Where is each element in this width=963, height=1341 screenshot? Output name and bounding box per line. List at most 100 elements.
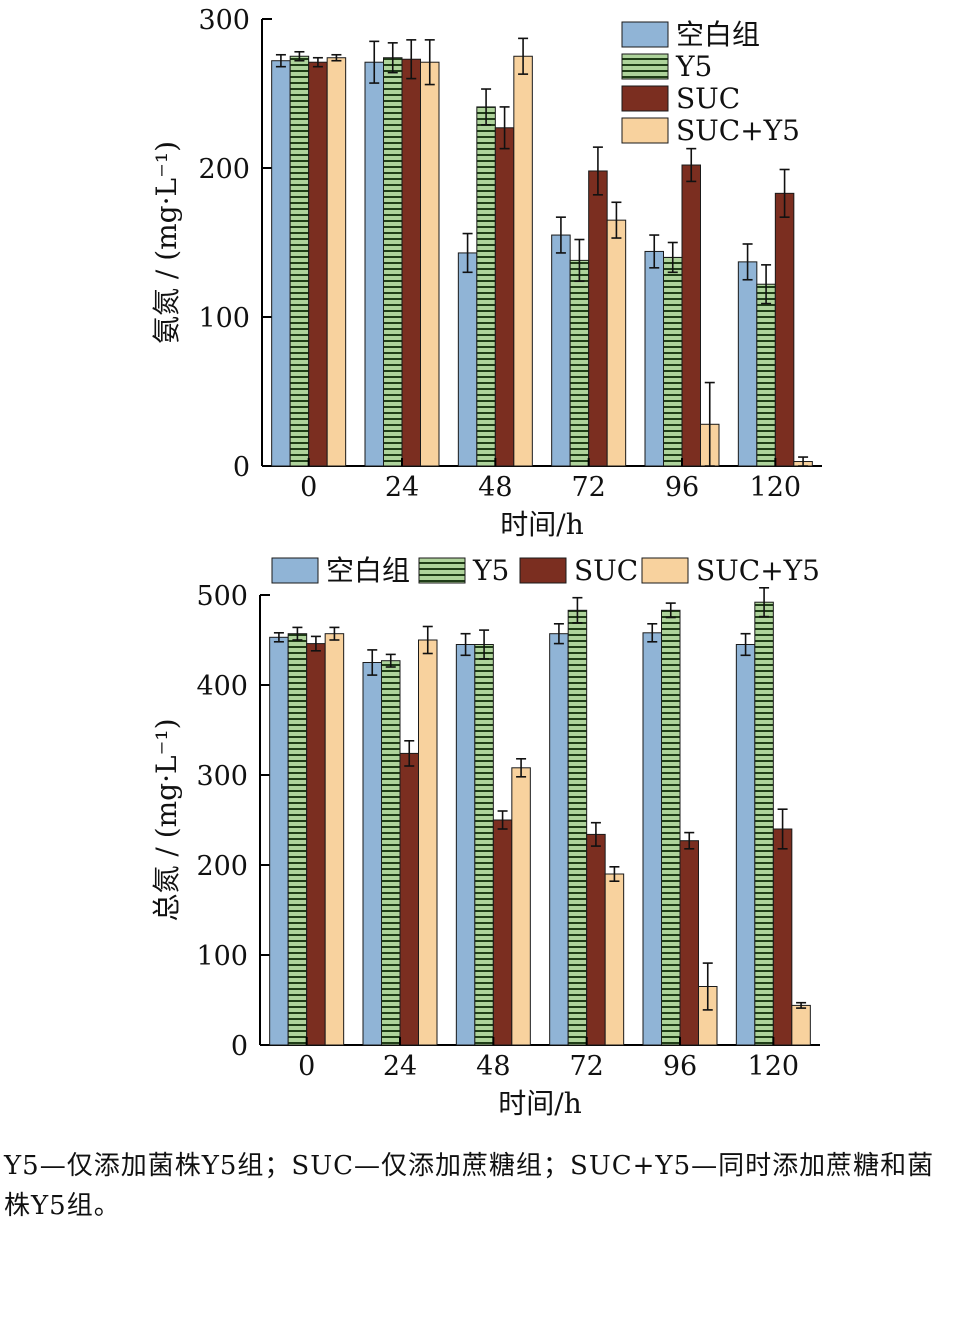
error-bar-suc-0 <box>310 635 321 652</box>
error-bar-suc-72 <box>592 146 603 196</box>
error-bar-sucy5-48 <box>516 757 527 778</box>
error-bar-sucy5-120 <box>798 456 809 467</box>
y-tick-label: 200 <box>198 154 250 185</box>
x-tick-label: 24 <box>385 472 419 503</box>
legend-swatch <box>519 557 567 584</box>
error-bar-y5-48 <box>481 88 492 126</box>
error-bar-suc-48 <box>497 810 508 830</box>
error-bar-y5-0 <box>292 626 303 641</box>
error-bar-suc-24 <box>404 739 415 767</box>
error-bar-y5-120 <box>761 264 772 305</box>
bar-suc-72 <box>586 833 606 1046</box>
error-bar-suc-24 <box>406 39 417 80</box>
error-bar-suc-120 <box>779 168 790 218</box>
x-tick-label: 0 <box>300 472 317 503</box>
figure-caption: Y5—仅添加菌株Y5组；SUC—仅添加蔗糖组；SUC+Y5—同时添加蔗糖和菌株Y… <box>4 1151 935 1221</box>
legend-item-y5: Y5 <box>621 50 712 83</box>
error-bar-suc-72 <box>590 821 601 847</box>
error-bar-y5-96 <box>665 602 676 619</box>
legend-item-sucy5: SUC+Y5 <box>621 114 800 147</box>
legend-swatch <box>271 557 319 584</box>
y-tick-label: 0 <box>233 452 250 483</box>
bar-sucy5-120 <box>791 1004 811 1046</box>
bar-y5-96 <box>663 256 683 467</box>
legend-item-sucy5: SUC+Y5 <box>641 554 820 587</box>
bar-y5-96 <box>661 609 681 1046</box>
bar-blank-96 <box>644 250 664 467</box>
x-tick-label: 72 <box>571 472 605 503</box>
error-bar-y5-48 <box>479 629 490 660</box>
y-axis-label: 氨氮 / (mg·L⁻¹) <box>150 141 183 344</box>
error-bar-blank-48 <box>462 232 473 274</box>
error-bar-y5-24 <box>387 42 398 74</box>
error-bar-sucy5-96 <box>702 962 713 1011</box>
error-bar-y5-72 <box>572 596 583 624</box>
error-bar-suc-48 <box>499 106 510 150</box>
bar-y5-24 <box>381 660 401 1046</box>
bar-blank-48 <box>457 252 478 467</box>
error-bar-y5-24 <box>385 653 396 668</box>
bar-sucy5-72 <box>604 873 625 1046</box>
legend-label: SUC+Y5 <box>676 114 800 147</box>
total-nitrogen-chart: 0 100 200 300 400 500 0 24 48 72 96 120 时间/h 总氮 / (mg… <box>150 554 820 1120</box>
bar-suc-120 <box>774 192 795 467</box>
y-tick-label: 200 <box>196 851 248 882</box>
bar-suc-0 <box>306 643 326 1046</box>
legend-label: Y5 <box>675 50 712 83</box>
bar-blank-24 <box>364 61 384 467</box>
error-bar-y5-72 <box>574 238 585 283</box>
y-tick-label: 300 <box>196 761 248 792</box>
error-bar-blank-120 <box>740 632 751 657</box>
x-axis-label: 时间/h <box>500 508 583 541</box>
bar-sucy5-24 <box>420 61 440 467</box>
error-bar-y5-96 <box>667 241 678 274</box>
error-bar-sucy5-24 <box>422 625 433 655</box>
bar-blank-72 <box>551 234 571 467</box>
error-bar-blank-72 <box>553 622 564 645</box>
legend-swatch <box>418 557 466 584</box>
error-bar-suc-96 <box>686 147 697 183</box>
y-axis-label: 总氮 / (mg·L⁻¹) <box>150 718 183 921</box>
error-bar-blank-48 <box>460 632 471 657</box>
bar-y5-0 <box>287 633 308 1046</box>
error-bar-blank-0 <box>275 53 286 68</box>
x-tick-label: 120 <box>750 472 802 503</box>
bar-blank-48 <box>455 644 476 1046</box>
bar-suc-120 <box>772 828 793 1046</box>
error-bar-sucy5-0 <box>329 626 340 641</box>
bar-y5-48 <box>474 644 494 1046</box>
legend-label: SUC+Y5 <box>696 554 820 587</box>
error-bar-blank-72 <box>555 216 566 254</box>
bar-blank-0 <box>271 60 291 467</box>
y-tick-label: 100 <box>196 941 248 972</box>
bar-y5-120 <box>756 283 776 467</box>
error-bar-sucy5-24 <box>424 39 435 86</box>
legend-label: Y5 <box>472 554 509 587</box>
legend-swatch <box>641 557 689 584</box>
bar-y5-0 <box>289 55 310 467</box>
bar-sucy5-48 <box>511 767 531 1046</box>
legend-label: 空白组 <box>676 18 760 51</box>
bar-blank-120 <box>737 261 758 467</box>
bar-blank-24 <box>362 662 382 1046</box>
bar-blank-72 <box>549 633 569 1046</box>
bar-sucy5-24 <box>418 639 438 1046</box>
error-bar-sucy5-72 <box>609 865 620 883</box>
x-tick-label: 48 <box>478 472 512 503</box>
legend-item-suc: SUC <box>621 82 740 115</box>
bar-suc-0 <box>308 61 328 467</box>
legend-swatch <box>621 21 669 48</box>
legend-label: 空白组 <box>326 554 410 587</box>
error-bar-blank-0 <box>273 631 284 643</box>
legend-swatch <box>621 85 669 112</box>
bar-y5-72 <box>567 609 588 1046</box>
bar-y5-120 <box>754 601 774 1046</box>
x-tick-label: 48 <box>476 1051 510 1082</box>
y-tick-label: 100 <box>198 303 250 334</box>
bar-y5-48 <box>476 106 496 467</box>
y-tick-label: 0 <box>231 1031 248 1062</box>
bar-blank-0 <box>269 636 289 1046</box>
y-tick-label: 400 <box>196 671 248 702</box>
error-bar-sucy5-48 <box>518 37 529 75</box>
